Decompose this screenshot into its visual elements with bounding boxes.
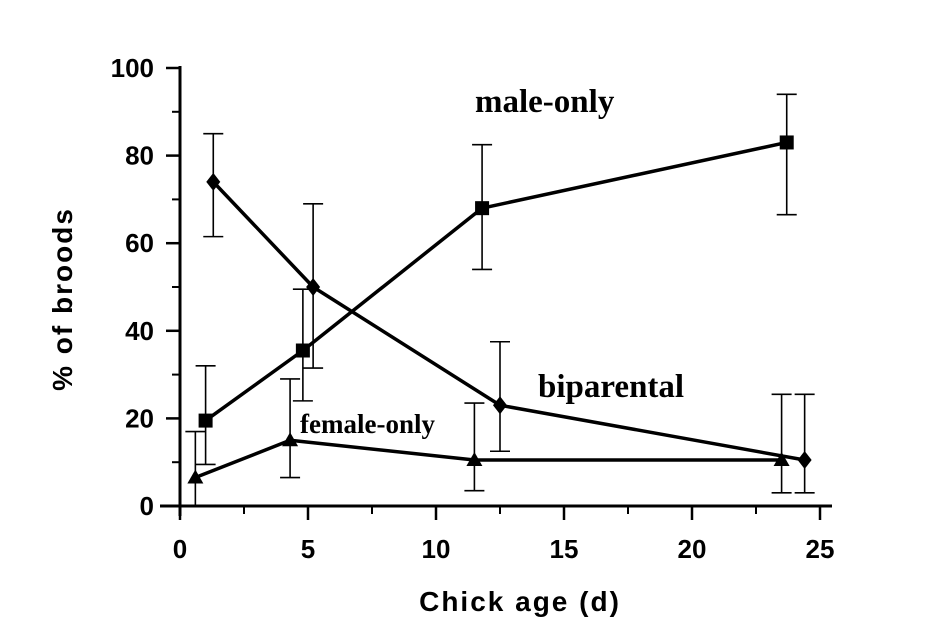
chart-axes: 0 20 40 60 80 100 0 5 10 15 20 25 Chick age (d) % of …: [47, 53, 834, 617]
series-label-female-only: female-only: [300, 409, 435, 439]
chart-labels: male-only biparental female-only: [300, 84, 684, 439]
y-tick-label: 20: [125, 403, 154, 433]
y-tick-label: 80: [125, 141, 154, 171]
x-axis-title: Chick age (d): [419, 586, 621, 617]
data-point: [187, 469, 204, 484]
series-line: [194, 438, 782, 480]
data-point: [295, 343, 310, 358]
data-point: [466, 452, 483, 467]
series-label-biparental: biparental: [538, 369, 684, 405]
x-tick-label: 10: [422, 534, 451, 564]
series-label-male-only: male-only: [475, 84, 615, 120]
y-axis-title: % of broods: [47, 207, 78, 391]
x-tick-label: 15: [550, 534, 579, 564]
series-female-only: [185, 378, 792, 507]
x-tick-label: 0: [173, 534, 187, 564]
series-biparental: [203, 132, 815, 494]
data-point: [797, 451, 812, 470]
series-line: [212, 180, 805, 462]
data-point: [773, 452, 790, 467]
data-point: [206, 172, 221, 191]
data-point: [779, 135, 794, 150]
data-point: [198, 413, 213, 428]
y-tick-label: 60: [125, 228, 154, 258]
series-line: [204, 140, 788, 423]
chart-series: [185, 93, 815, 507]
data-point: [493, 396, 507, 415]
x-tick-label: 25: [806, 534, 835, 564]
y-tick-label: 40: [125, 316, 154, 346]
series-male-only: [195, 93, 797, 466]
y-tick-label: 100: [111, 53, 154, 83]
x-tick-label: 5: [301, 534, 315, 564]
data-point: [282, 432, 299, 447]
data-point: [306, 278, 321, 296]
x-tick-label: 20: [678, 534, 707, 564]
y-tick-label: 0: [140, 491, 154, 521]
data-point: [475, 201, 490, 216]
